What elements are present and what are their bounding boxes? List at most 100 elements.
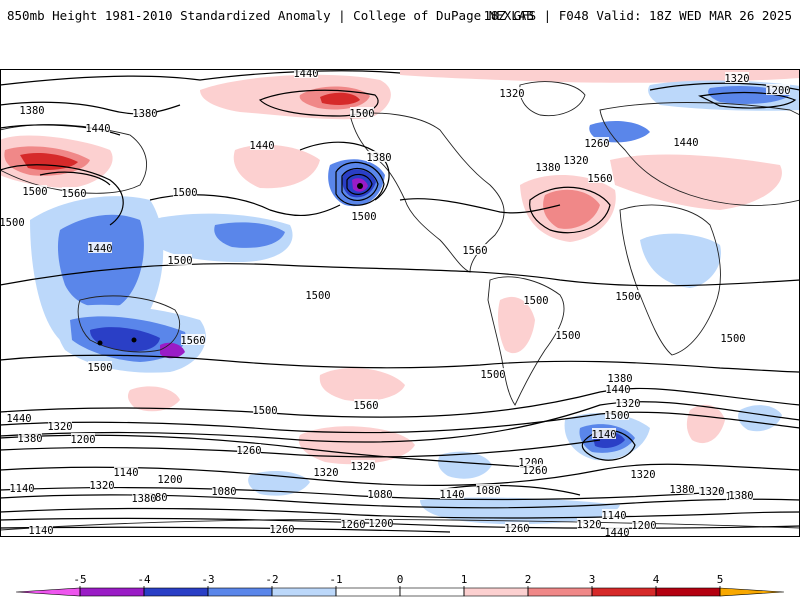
contour-label: 1320 [615, 398, 640, 410]
contour-1140-south [0, 463, 800, 486]
contour-label: 1440 [673, 137, 698, 149]
anomaly-positive-arctic [400, 69, 800, 83]
contour-label: 1320 [47, 421, 72, 433]
contour-label-bg [168, 254, 192, 265]
contour-1320-antarctic [0, 517, 800, 529]
anomaly-positive-north-pacific-center [320, 92, 360, 105]
contour-label-bg [20, 104, 44, 115]
contour-label-bg [602, 509, 626, 520]
contour-label-bg [71, 433, 95, 444]
contour-label-bg [631, 468, 655, 479]
contour-label-bg [132, 492, 156, 503]
contour-label-bg [500, 87, 524, 98]
contour-label: 1560 [353, 400, 378, 412]
anomaly-positive-europe [610, 154, 782, 210]
contour-1080-south [439, 484, 581, 496]
colorbar-segment [15, 587, 81, 597]
contour-label: 1140 [113, 467, 138, 479]
anomaly-negative-africa [640, 233, 721, 288]
contour-1320-south [0, 411, 800, 434]
contour-label-bg [88, 361, 112, 372]
contour-label-bg [556, 329, 580, 340]
anomaly-positive-atlantic-core [543, 189, 600, 229]
contour-label-bg [62, 187, 86, 198]
coast-south-america [487, 276, 565, 406]
colorbar-segment [399, 587, 465, 597]
contour-1200-antarctic [0, 507, 800, 519]
contour-label-bg [351, 460, 375, 471]
contour-label-bg [212, 485, 236, 496]
contour-label-bg [476, 484, 500, 495]
colorbar-tick-label: -4 [137, 573, 151, 586]
contour-label-bg [88, 242, 112, 253]
contour-1440-south [0, 387, 800, 418]
contour-label-bg [237, 444, 261, 455]
contour-1500-north-pacific [258, 89, 379, 117]
contour-label: 1320 [576, 519, 601, 531]
contour-label-bg [23, 185, 47, 196]
contour-label: 1440 [85, 123, 110, 135]
contour-label-bg [369, 517, 393, 528]
contour-1440-north [0, 70, 401, 86]
contour-label: 1320 [350, 461, 375, 473]
anomaly-positive-west-pacific [233, 144, 320, 189]
contour-label: 1140 [591, 429, 616, 441]
contour-label: 1320 [630, 469, 655, 481]
contour-label-bg [250, 139, 274, 150]
contour-label-bg [725, 72, 749, 83]
anomaly-shading [0, 69, 800, 525]
contour-label: 1500 [87, 362, 112, 374]
contour-low-center-3 [335, 161, 385, 206]
contour-1260-south [0, 439, 601, 458]
colorbar-segment [591, 587, 657, 597]
contour-label-bg [173, 186, 197, 197]
contour-label-bg [294, 69, 318, 78]
contour-1500-south [0, 354, 800, 373]
anomaly-negative-central-pacific-core [214, 222, 285, 248]
contour-label: 1500 [615, 291, 640, 303]
anomaly-positive-east-pacific [319, 367, 405, 402]
contour-label: 1500 [0, 217, 25, 229]
anomaly-positive-south-america [497, 296, 535, 354]
contour-1200-arctic [698, 91, 797, 109]
contour-label: 1320 [499, 88, 524, 100]
contour-label: 1500 [604, 410, 629, 422]
colorbar-segments [15, 587, 785, 597]
contour-label: 1560 [61, 188, 86, 200]
contour-label-bg [270, 523, 294, 534]
colorbar-segment [143, 587, 209, 597]
colorbar-segment [207, 587, 273, 597]
contour-label-bg [700, 485, 724, 496]
contour-1380-antarctic [0, 526, 451, 533]
contour-label: 1500 [305, 290, 330, 302]
contour-label: 1500 [22, 186, 47, 198]
contour-label: 1200 [368, 518, 393, 530]
contour-label: 1440 [605, 384, 630, 396]
contour-label: 1260 [522, 465, 547, 477]
contour-label: 1380 [728, 490, 753, 502]
contour-label: 1260 [340, 519, 365, 531]
contour-label-bg [606, 383, 630, 394]
contour-label: 1140 [28, 525, 53, 537]
contour-label: 1380 [17, 433, 42, 445]
colorbar-segment [79, 587, 145, 597]
colorbar-segment [271, 587, 337, 597]
contour-label-bg [564, 154, 588, 165]
colorbar-tick-label: 5 [717, 573, 724, 586]
colorbar-segment [655, 587, 721, 597]
contour-label: 1440 [293, 69, 318, 80]
contour-label-bg [536, 161, 560, 172]
contour-label-bg [341, 518, 365, 529]
contour-label: 1140 [9, 483, 34, 495]
contour-label: 1380 [19, 105, 44, 117]
contour-label-bg [306, 289, 330, 300]
contour-label: 1380 [366, 152, 391, 164]
low-center-marker [357, 183, 363, 189]
contour-label: 1440 [604, 527, 629, 537]
contour-label: 1260 [236, 445, 261, 457]
colorbar-tick-label: -2 [265, 573, 278, 586]
contour-label-bg [616, 397, 640, 408]
contour-label: 1200 [70, 434, 95, 446]
low-center-marker [97, 340, 103, 346]
colorbar-segment [719, 587, 785, 597]
